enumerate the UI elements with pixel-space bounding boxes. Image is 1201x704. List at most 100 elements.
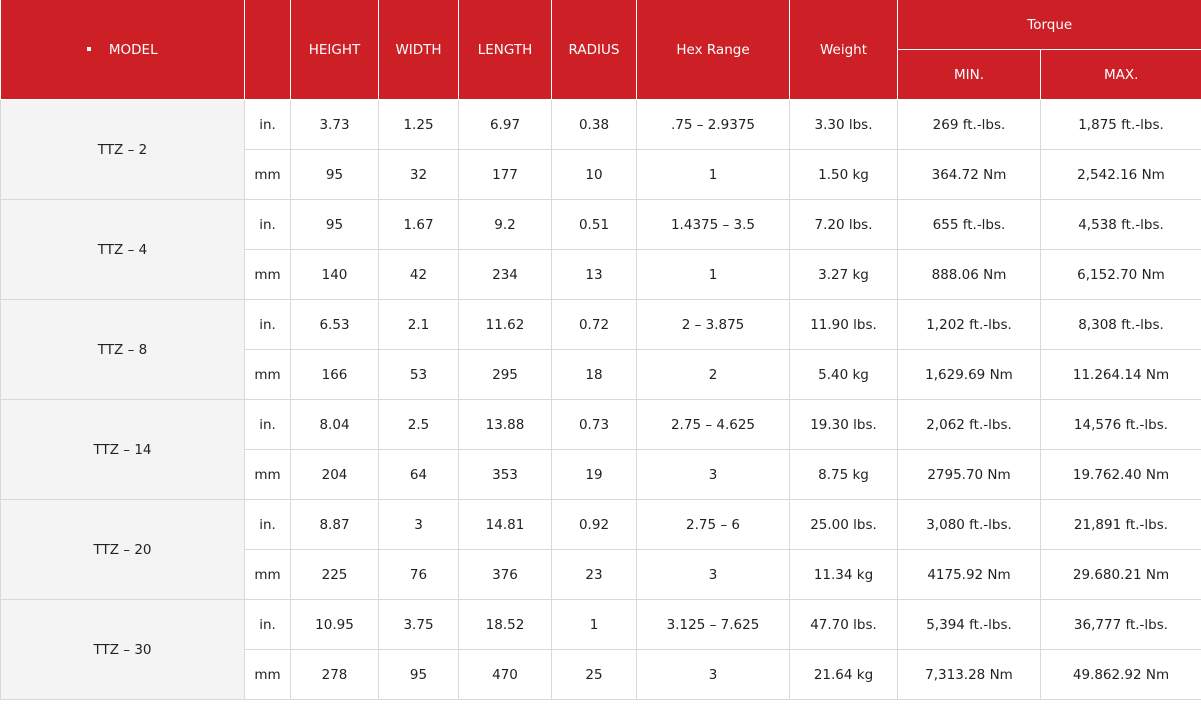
unit-cell: mm xyxy=(244,449,291,500)
width-cell: 95 xyxy=(378,649,459,700)
length-cell: 18.52 xyxy=(458,599,552,650)
radius-cell: 0.72 xyxy=(551,299,637,350)
max-cell: 19.762.40 Nm xyxy=(1040,449,1201,500)
unit-cell: mm xyxy=(244,349,291,400)
width-cell: 2.1 xyxy=(378,299,459,350)
max-cell: 14,576 ft.-lbs. xyxy=(1040,399,1201,450)
min-cell: 2,062 ft.-lbs. xyxy=(897,399,1041,450)
max-cell: 36,777 ft.-lbs. xyxy=(1040,599,1201,650)
table-row: mm 140 42 234 13 1 3.27 kg 888.06 Nm 6,152.70 Nm xyxy=(1,249,1201,300)
min-cell: 655 ft.-lbs. xyxy=(897,199,1041,250)
table-row: TTZ – 20 in. 8.87 3 14.81 0.92 2.75 – 6 25.00 l… xyxy=(0,499,1201,600)
length-cell: 13.88 xyxy=(458,399,552,450)
table-row: mm 95 32 177 10 1 1.50 kg 364.72 Nm 2,542.16 Nm xyxy=(1,149,1201,200)
length-cell: 234 xyxy=(458,249,552,300)
table-row: TTZ – 2 in. 3.73 1.25 6.97 0.38.75 – 2.9375 3.… xyxy=(0,99,1201,200)
min-cell: 5,394 ft.-lbs. xyxy=(897,599,1041,650)
height-cell: 6.53 xyxy=(290,299,379,350)
min-cell: 269 ft.-lbs. xyxy=(897,99,1041,150)
height-cell: 140 xyxy=(290,249,379,300)
min-cell: 4175.92 Nm xyxy=(897,549,1041,600)
max-cell: 21,891 ft.-lbs. xyxy=(1040,499,1201,550)
height-cell: 166 xyxy=(290,349,379,400)
width-cell: 3.75 xyxy=(378,599,459,650)
radius-cell: 23 xyxy=(551,549,637,600)
min-cell: 3,080 ft.-lbs. xyxy=(897,499,1041,550)
radius-cell: 1 xyxy=(551,599,637,650)
torque-max-header: MAX. xyxy=(1040,49,1201,100)
hex-cell: .75 – 2.9375 xyxy=(636,99,790,150)
unit-cell: in. xyxy=(244,399,291,450)
weight-cell: 3.27 kg xyxy=(789,249,898,300)
weight-cell: 1.50 kg xyxy=(789,149,898,200)
weight-cell: 3.30 lbs. xyxy=(789,99,898,150)
max-cell: 29.680.21 Nm xyxy=(1040,549,1201,600)
radius-cell: 10 xyxy=(551,149,637,200)
table-body: TTZ – 2 in. 3.73 1.25 6.97 0.38.75 – 2.9375 3.… xyxy=(0,99,1201,700)
hex-cell: 3.125 – 7.625 xyxy=(636,599,790,650)
weight-cell: 7.20 lbs. xyxy=(789,199,898,250)
weight-cell: 21.64 kg xyxy=(789,649,898,700)
weight-cell: 5.40 kg xyxy=(789,349,898,400)
radius-cell: 0.92 xyxy=(551,499,637,550)
unit-cell: in. xyxy=(244,499,291,550)
height-header: HEIGHT xyxy=(290,0,379,100)
max-cell: 4,538 ft.-lbs. xyxy=(1040,199,1201,250)
min-cell: 364.72 Nm xyxy=(897,149,1041,200)
width-cell: 1.67 xyxy=(378,199,459,250)
width-cell: 76 xyxy=(378,549,459,600)
table-row: mm 166 53 295 18 2 5.40 kg 1,629.69 Nm 11.264.14… xyxy=(1,349,1201,400)
table-row: TTZ – 4 in. 95 1.67 9.2 0.51 1.4375 – 3.5 7.20 … xyxy=(0,199,1201,300)
weight-cell: 25.00 lbs. xyxy=(789,499,898,550)
height-cell: 204 xyxy=(290,449,379,500)
max-cell: 1,875 ft.-lbs. xyxy=(1040,99,1201,150)
height-cell: 8.87 xyxy=(290,499,379,550)
min-cell: 888.06 Nm xyxy=(897,249,1041,300)
bullet-icon xyxy=(86,46,91,51)
hex-cell: 3 xyxy=(636,549,790,600)
radius-cell: 19 xyxy=(551,449,637,500)
model-header-label: MODEL xyxy=(108,41,158,58)
model-cell: TTZ – 2 xyxy=(0,99,245,200)
height-cell: 278 xyxy=(290,649,379,700)
hex-cell: 1 xyxy=(636,149,790,200)
table-row: mm 204 64 353 19 3 8.75 kg 2795.70 Nm 19.762.40 … xyxy=(1,449,1201,500)
hex-cell: 2 xyxy=(636,349,790,400)
unit-cell: in. xyxy=(244,299,291,350)
unit-cell: mm xyxy=(244,149,291,200)
length-cell: 376 xyxy=(458,549,552,600)
max-cell: 11.264.14 Nm xyxy=(1040,349,1201,400)
length-cell: 470 xyxy=(458,649,552,700)
table-row: TTZ – 14 in. 8.04 2.5 13.88 0.73 2.75 – 4.625 1… xyxy=(0,399,1201,500)
hex-cell: 2.75 – 6 xyxy=(636,499,790,550)
height-cell: 225 xyxy=(290,549,379,600)
unit-cell: in. xyxy=(244,199,291,250)
weight-cell: 11.90 lbs. xyxy=(789,299,898,350)
height-cell: 10.95 xyxy=(290,599,379,650)
radius-cell: 0.73 xyxy=(551,399,637,450)
height-cell: 95 xyxy=(290,199,379,250)
radius-cell: 0.51 xyxy=(551,199,637,250)
max-cell: 6,152.70 Nm xyxy=(1040,249,1201,300)
table-row: TTZ – 30 in. 10.95 3.75 18.52 1 3.125 – 7.625 4… xyxy=(0,599,1201,700)
min-cell: 1,202 ft.-lbs. xyxy=(897,299,1041,350)
hex-cell: 3 xyxy=(636,649,790,700)
hex-cell: 1 xyxy=(636,249,790,300)
max-cell: 49.862.92 Nm xyxy=(1040,649,1201,700)
min-cell: 1,629.69 Nm xyxy=(897,349,1041,400)
length-header: LENGTH xyxy=(458,0,552,100)
length-cell: 353 xyxy=(458,449,552,500)
width-cell: 42 xyxy=(378,249,459,300)
radius-cell: 25 xyxy=(551,649,637,700)
weight-cell: 11.34 kg xyxy=(789,549,898,600)
hex-cell: 3 xyxy=(636,449,790,500)
table-row: mm 278 95 470 25 3 21.64 kg 7,313.28 Nm 49.862.9… xyxy=(1,649,1201,700)
radius-cell: 0.38 xyxy=(551,99,637,150)
length-cell: 14.81 xyxy=(458,499,552,550)
model-cell: TTZ – 20 xyxy=(0,499,245,600)
table-row: mm 225 76 376 23 3 11.34 kg 4175.92 Nm 29.680.21… xyxy=(1,549,1201,600)
radius-header: RADIUS xyxy=(551,0,637,100)
length-cell: 11.62 xyxy=(458,299,552,350)
max-cell: 2,542.16 Nm xyxy=(1040,149,1201,200)
